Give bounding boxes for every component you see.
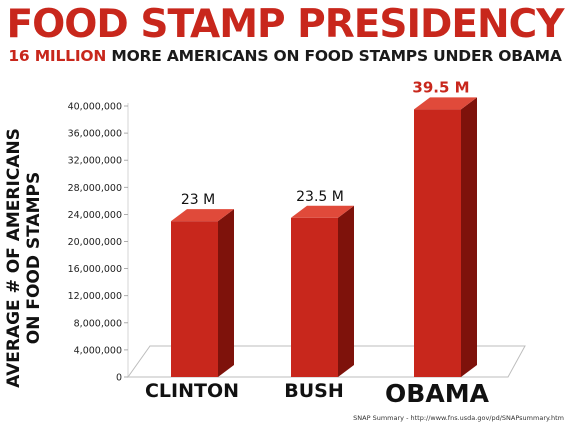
y-tick-label: 24,000,000 <box>68 210 122 221</box>
chart-title: FOOD STAMP PRESIDENCY <box>6 2 564 47</box>
y-tick-label: 28,000,000 <box>68 183 122 194</box>
bar-clinton <box>171 221 218 377</box>
y-tick-label: 36,000,000 <box>68 129 122 140</box>
y-tick-label: 32,000,000 <box>68 156 122 167</box>
data-label: 23 M <box>181 192 215 208</box>
source-note: SNAP Summary - http://www.fns.usda.gov/p… <box>353 414 564 422</box>
y-tick-label: 16,000,000 <box>68 264 122 275</box>
bar-top <box>414 97 477 110</box>
subtitle-highlight: 16 MILLION <box>8 47 107 65</box>
y-tick-label: 4,000,000 <box>74 345 122 356</box>
chart-subtitle: 16 MILLION MORE AMERICANS ON FOOD STAMPS… <box>0 47 570 65</box>
x-category-label: OBAMA <box>385 379 490 408</box>
bars: 23 M 23.5 M 39.5 M <box>171 78 477 377</box>
bar-side <box>461 97 477 377</box>
y-tick-label: 0 <box>116 373 122 384</box>
data-label: 23.5 M <box>296 189 344 205</box>
x-category-label: BUSH <box>284 380 344 402</box>
x-axis-labels: CLINTON BUSH OBAMA <box>145 379 490 408</box>
data-label: 39.5 M <box>412 78 469 96</box>
y-tick-label: 40,000,000 <box>68 102 122 113</box>
bar-top <box>171 209 234 222</box>
y-tick-label: 20,000,000 <box>68 237 122 248</box>
y-tick-label: 8,000,000 <box>74 318 122 329</box>
bar-top <box>291 205 354 218</box>
bar-side <box>218 209 234 377</box>
bar-obama <box>414 109 461 377</box>
x-category-label: CLINTON <box>145 380 239 402</box>
subtitle-rest: MORE AMERICANS ON FOOD STAMPS UNDER OBAM… <box>111 47 562 65</box>
bar-bush <box>291 217 338 377</box>
y-tick-label: 12,000,000 <box>68 291 122 302</box>
bar-side <box>338 205 354 377</box>
y-axis-ticks: 0 4,000,000 8,000,000 12,000,000 16,000,000 2… <box>68 102 128 384</box>
